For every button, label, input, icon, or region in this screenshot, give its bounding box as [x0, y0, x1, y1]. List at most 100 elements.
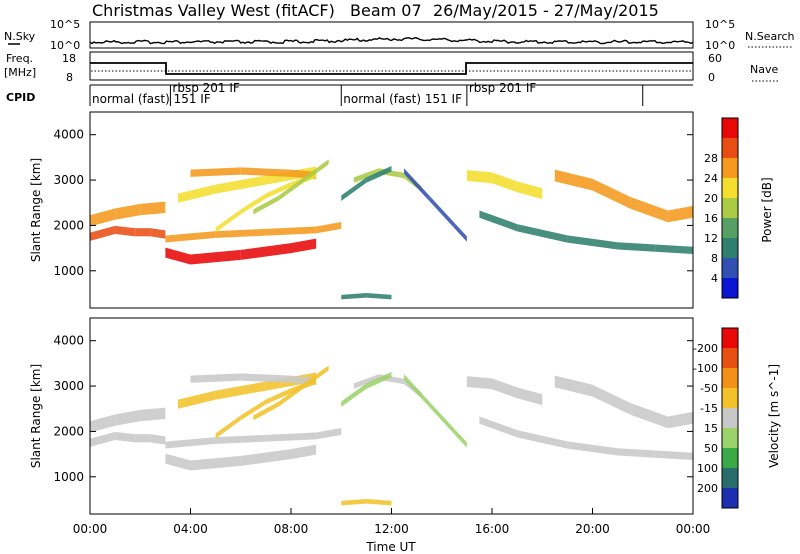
colorbar-tick-label: -200: [693, 342, 718, 355]
colorbar-swatch: [722, 348, 738, 368]
colorbar-swatch: [722, 198, 738, 218]
cpid-segment-label: normal (fast) 151 IF: [92, 92, 211, 106]
echo-band: [265, 182, 291, 199]
echo-band: [567, 441, 618, 456]
echo-band: [366, 371, 392, 389]
nsky-trace: [89, 36, 694, 45]
x-tick-label: 16:00: [475, 522, 510, 536]
colorbar-swatch: [722, 368, 738, 388]
y-tick-label: 4000: [53, 334, 84, 348]
date-range: 26/May/2015 - 27/May/2015: [433, 1, 659, 20]
velocity-colorbar: 200 100 50 15 -15 -50 -100 -200: [693, 327, 739, 509]
echo-band: [140, 201, 166, 216]
freq-tick-high: 18: [62, 52, 76, 65]
echo-band: [303, 365, 329, 389]
echo-band: [265, 226, 317, 236]
nsky-panel: N.Sky 10^5 10^0 10^5 10^0 N.Search: [4, 18, 795, 52]
x-tick-label: 12:00: [374, 522, 409, 536]
echo-band: [215, 228, 266, 238]
colorbar-swatch: [722, 138, 738, 158]
echo-band: [115, 409, 141, 426]
colorbar-tick-label: -15: [700, 402, 718, 415]
y-tick-label: 4000: [53, 128, 84, 142]
echo-band: [366, 165, 392, 183]
echo-band: [429, 401, 455, 435]
colorbar-tick-label: 12: [704, 232, 718, 245]
colorbar-swatch: [722, 408, 738, 428]
nsearch-tick-low: 10^0: [705, 39, 735, 52]
colorbar-swatch: [722, 488, 738, 508]
x-tick-label: 00:00: [676, 522, 711, 536]
power-colorbar: 4 8 12 16 20 24 28: [704, 117, 739, 299]
colorbar-tick-label: 8: [711, 252, 718, 265]
echo-band: [291, 238, 317, 254]
colorbar-swatch: [722, 468, 738, 488]
echo-band: [466, 376, 492, 390]
echo-band: [165, 437, 216, 449]
echo-band: [90, 225, 116, 241]
colorbar-swatch: [722, 218, 738, 238]
echo-band: [135, 228, 151, 237]
echo-band: [492, 172, 518, 193]
cpid-segment-label: normal (fast) 151 IF: [343, 92, 462, 106]
velocity-panel: 1000 2000 3000 4000 00:00 04:00 08:00 12:00 16:…: [29, 317, 711, 554]
echo-band: [291, 444, 317, 460]
y-tick-label: 1000: [53, 470, 84, 484]
cpid-segment-label: rbsp 201 IF: [172, 81, 239, 95]
echo-band: [404, 168, 430, 201]
colorbar-swatch: [722, 428, 738, 448]
beam-label: Beam 07: [350, 1, 422, 20]
echo-band: [341, 499, 367, 506]
velocity-ylabel: Slant Range [km]: [29, 364, 43, 468]
echo-band: [479, 210, 518, 232]
echo-band: [316, 222, 342, 234]
colorbar-swatch: [722, 388, 738, 408]
echo-band: [115, 225, 136, 237]
echo-band: [177, 390, 216, 409]
echo-band: [240, 399, 266, 421]
echo-band: [567, 235, 618, 250]
colorbar-frame: [721, 117, 739, 299]
echo-band: [278, 383, 304, 407]
freq-tick-low: 8: [66, 71, 73, 84]
colorbar-swatch: [722, 328, 738, 348]
echo-band: [278, 177, 304, 201]
echo-band: [190, 249, 241, 265]
echo-band: [253, 195, 279, 215]
y-tick-label: 2000: [53, 424, 84, 438]
echo-band: [115, 431, 136, 443]
colorbar-swatch: [722, 118, 738, 138]
echo-band: [429, 195, 455, 229]
echo-band: [90, 431, 116, 447]
freq-unit: [MHz]: [4, 66, 36, 79]
echo-band: [655, 450, 693, 461]
echo-band: [517, 181, 543, 200]
x-tick-label: 20:00: [575, 522, 610, 536]
power-ylabel: Slant Range [km]: [29, 158, 43, 262]
power-panel: 1000 2000 3000 4000 Slant Range [km]: [29, 111, 694, 309]
nsearch-label: N.Search: [745, 30, 795, 43]
echo-band: [404, 374, 430, 407]
echo-band: [165, 247, 191, 265]
echo-band: [190, 455, 241, 471]
echo-band: [115, 203, 141, 220]
echo-band: [341, 383, 367, 407]
echo-band: [492, 378, 518, 399]
x-tick-label: 08:00: [274, 522, 309, 536]
echo-band: [554, 375, 593, 397]
echo-band: [630, 402, 668, 429]
colorbar-swatch: [722, 158, 738, 178]
station-title: Christmas Valley West (fitACF): [92, 1, 335, 20]
echo-band: [667, 205, 693, 223]
power-colorbar-label: Power [dB]: [760, 177, 774, 242]
colorbar-swatch: [722, 258, 738, 278]
echo-band: [517, 387, 543, 406]
echo-band: [190, 373, 241, 383]
echo-band: [667, 411, 693, 429]
echo-band: [190, 167, 241, 177]
echo-band: [150, 434, 166, 445]
echo-band: [554, 169, 593, 191]
echo-band: [617, 448, 656, 458]
echo-band: [517, 430, 568, 449]
